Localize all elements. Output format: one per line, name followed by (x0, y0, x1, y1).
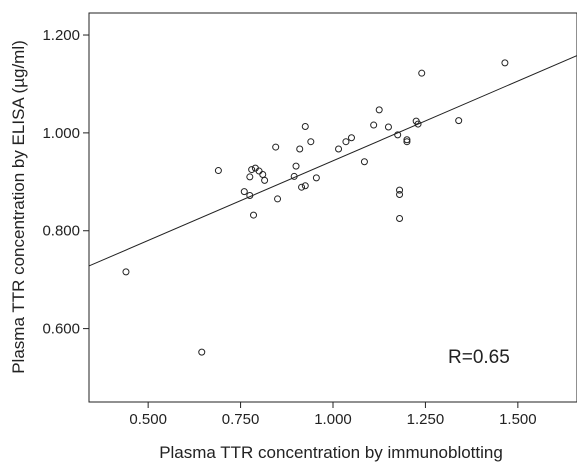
y-tick-label: 0.600 (42, 321, 80, 338)
data-point (274, 195, 282, 203)
regression-line (88, 55, 577, 267)
y-tick-label: 0.800 (42, 223, 80, 240)
data-point (261, 176, 269, 184)
data-point (335, 145, 343, 153)
data-point (246, 173, 254, 181)
data-point (396, 215, 404, 223)
data-point (418, 69, 426, 77)
x-tick-label: 1.000 (314, 411, 352, 428)
data-point (455, 117, 463, 125)
data-point (360, 158, 368, 166)
data-point (240, 188, 248, 196)
data-point (342, 138, 350, 146)
data-point (307, 138, 315, 146)
data-point (248, 166, 256, 174)
data-point (394, 131, 402, 139)
data-point (250, 211, 258, 219)
correlation-annotation: R=0.65 (448, 347, 510, 368)
data-point (384, 123, 392, 131)
data-point (296, 145, 304, 153)
plot-frame (88, 12, 577, 403)
data-point (375, 106, 383, 114)
y-tick-label: 1.000 (42, 125, 80, 142)
data-point (403, 138, 411, 146)
data-point (370, 121, 378, 129)
x-tick-label: 1.250 (407, 411, 445, 428)
data-point (292, 162, 300, 170)
data-point (272, 143, 280, 151)
data-point (198, 348, 206, 356)
x-axis-label: Plasma TTR concentration by immunoblotti… (159, 443, 503, 462)
data-point (301, 182, 309, 190)
data-point (214, 167, 222, 175)
y-axis: 0.600 0.800 1.000 1.200 (42, 27, 89, 338)
data-point (246, 192, 254, 200)
data-points (122, 59, 509, 356)
data-point (312, 174, 320, 182)
x-axis: 0.500 0.750 1.000 1.250 1.500 (129, 402, 537, 428)
data-point (298, 183, 306, 191)
y-tick-label: 1.200 (42, 27, 80, 44)
data-point (414, 120, 422, 128)
x-tick-label: 0.500 (129, 411, 167, 428)
data-point (122, 268, 130, 276)
data-point (347, 134, 355, 142)
data-point (301, 123, 309, 131)
data-point (396, 191, 404, 199)
x-tick-label: 1.500 (499, 411, 537, 428)
data-point (259, 170, 267, 178)
data-point (290, 172, 298, 180)
data-point (396, 186, 404, 194)
x-tick-label: 0.750 (222, 411, 260, 428)
data-point (403, 136, 411, 144)
y-axis-label: Plasma TTR concentration by ELISA (µg/ml… (9, 40, 28, 374)
data-point (501, 59, 509, 67)
